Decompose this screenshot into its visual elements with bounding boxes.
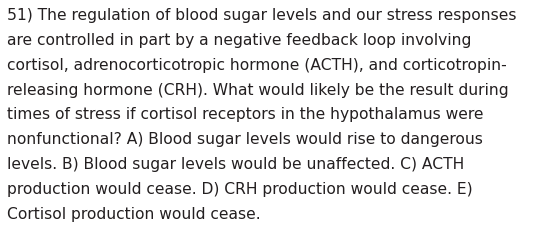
- Text: times of stress if cortisol receptors in the hypothalamus were: times of stress if cortisol receptors in…: [7, 107, 484, 122]
- Text: nonfunctional? A) Blood sugar levels would rise to dangerous: nonfunctional? A) Blood sugar levels wou…: [7, 132, 483, 147]
- Text: production would cease. D) CRH production would cease. E): production would cease. D) CRH productio…: [7, 181, 473, 196]
- Text: 51) The regulation of blood sugar levels and our stress responses: 51) The regulation of blood sugar levels…: [7, 8, 517, 23]
- Text: levels. B) Blood sugar levels would be unaffected. C) ACTH: levels. B) Blood sugar levels would be u…: [7, 156, 464, 171]
- Text: releasing hormone (CRH). What would likely be the result during: releasing hormone (CRH). What would like…: [7, 82, 509, 97]
- Text: Cortisol production would cease.: Cortisol production would cease.: [7, 206, 261, 221]
- Text: cortisol, adrenocorticotropic hormone (ACTH), and corticotropin-: cortisol, adrenocorticotropic hormone (A…: [7, 57, 507, 72]
- Text: are controlled in part by a negative feedback loop involving: are controlled in part by a negative fee…: [7, 33, 472, 48]
